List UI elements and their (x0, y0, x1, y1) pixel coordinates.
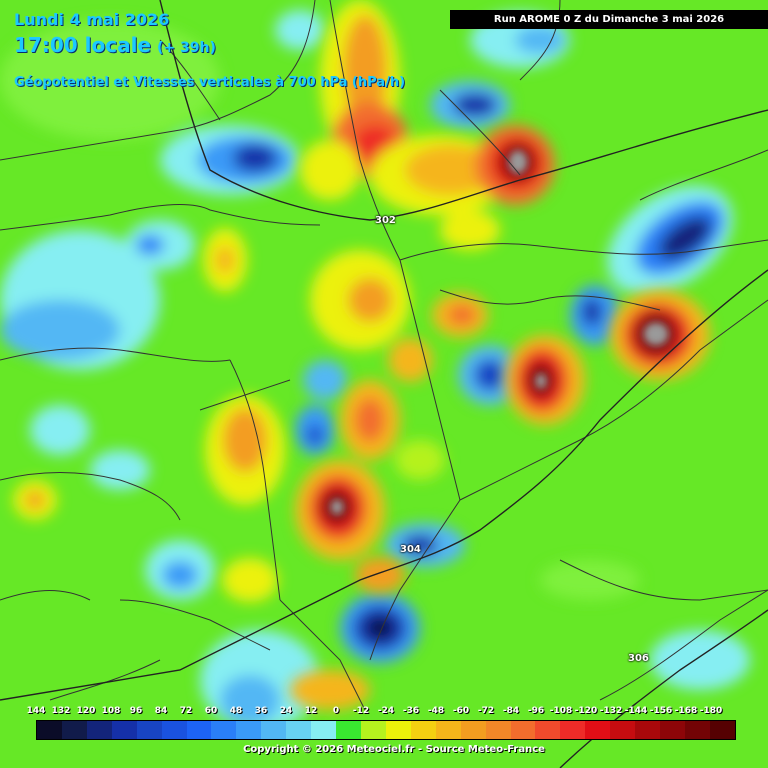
colorbar-swatch (111, 721, 137, 739)
colorbar-tick-label: -120 (574, 706, 598, 716)
colorbar-swatch (136, 721, 162, 739)
isoline-label-304: 304 (400, 544, 421, 555)
colorbar-tick-label: -144 (624, 706, 648, 716)
colorbar-tick-label: 24 (279, 706, 293, 716)
isoline-label-302: 302 (375, 215, 396, 226)
ascent-band (13, 0, 710, 710)
colorbar-tick-label: -96 (527, 706, 545, 716)
strong-ascent-cores (330, 150, 669, 515)
colorbar-tick-label: -12 (352, 706, 370, 716)
colorbar-tick-label: -24 (377, 706, 395, 716)
colorbar-swatch (485, 721, 511, 739)
colorbar-tick-label: 48 (229, 706, 243, 716)
map-borders (0, 0, 768, 711)
colorbar-tick-label: 108 (101, 706, 121, 716)
colorbar-swatch (610, 721, 636, 739)
colorbar-tick-label: -108 (549, 706, 573, 716)
colorbar-tick-label: 60 (204, 706, 218, 716)
isoline-label-306: 306 (628, 653, 649, 664)
colorbar-swatch (61, 721, 87, 739)
colorbar-tick-label: 0 (332, 706, 340, 716)
colorbar-swatch (684, 721, 710, 739)
colorbar (36, 720, 736, 740)
forecast-date: Lundi 4 mai 2026 (14, 10, 170, 29)
colorbar-swatch (460, 721, 486, 739)
colorbar-swatch (161, 721, 187, 739)
colorbar-swatch (336, 721, 361, 739)
colorbar-tick-label: -132 (599, 706, 623, 716)
parameter-title: Géopotentiel et Vitesses verticales à 70… (14, 75, 406, 90)
vertical-velocity-field (0, 10, 750, 730)
colorbar-tick-label: -72 (477, 706, 495, 716)
colorbar-swatch (535, 721, 561, 739)
forecast-time: 17:00 locale (+ 39h) (14, 33, 216, 57)
colorbar-swatch (560, 721, 586, 739)
colorbar-tick-label: 132 (51, 706, 71, 716)
colorbar-tick-label: -168 (674, 706, 698, 716)
colorbar-tick-label: -36 (402, 706, 420, 716)
colorbar-tick-label: -48 (427, 706, 445, 716)
colorbar-tick-label: -60 (452, 706, 470, 716)
colorbar-swatch (585, 721, 611, 739)
colorbar-tick-label: -180 (699, 706, 723, 716)
colorbar-swatch (261, 721, 287, 739)
colorbar-tick-label: 144 (26, 706, 46, 716)
colorbar-tick-label: -156 (649, 706, 673, 716)
colorbar-swatch (410, 721, 436, 739)
colorbar-swatch (211, 721, 237, 739)
colorbar-swatch (360, 721, 386, 739)
colorbar-swatch (709, 721, 735, 739)
colorbar-tick-label: 96 (129, 706, 143, 716)
colorbar-swatch (311, 721, 337, 739)
copyright: Copyright © 2026 Meteociel.fr - Source M… (243, 744, 545, 755)
colorbar-swatch (186, 721, 212, 739)
colorbar-tick-label: 12 (304, 706, 318, 716)
colorbar-swatch (510, 721, 536, 739)
colorbar-swatch (635, 721, 661, 739)
colorbar-swatch (660, 721, 685, 739)
colorbar-labels: 144 132 120 108 96 84 72 60 48 36 24 12 0 -12 -24 -36 -4… (22, 706, 752, 720)
colorbar-tick-label: 84 (154, 706, 168, 716)
colorbar-swatch (385, 721, 411, 739)
forecast-time-label: 17:00 locale (14, 33, 151, 57)
colorbar-swatch (37, 721, 62, 739)
run-label: Run AROME 0 Z du Dimanche 3 mai 2026 (450, 10, 768, 29)
colorbar-tick-label: -84 (502, 706, 520, 716)
colorbar-swatch (236, 721, 262, 739)
colorbar-swatch (286, 721, 312, 739)
colorbar-tick-label: 72 (179, 706, 193, 716)
colorbar-tick-label: 36 (254, 706, 268, 716)
colorbar-swatch (86, 721, 112, 739)
forecast-lead: (+ 39h) (157, 40, 216, 56)
colorbar-tick-label: 120 (76, 706, 96, 716)
colorbar-swatch (435, 721, 461, 739)
